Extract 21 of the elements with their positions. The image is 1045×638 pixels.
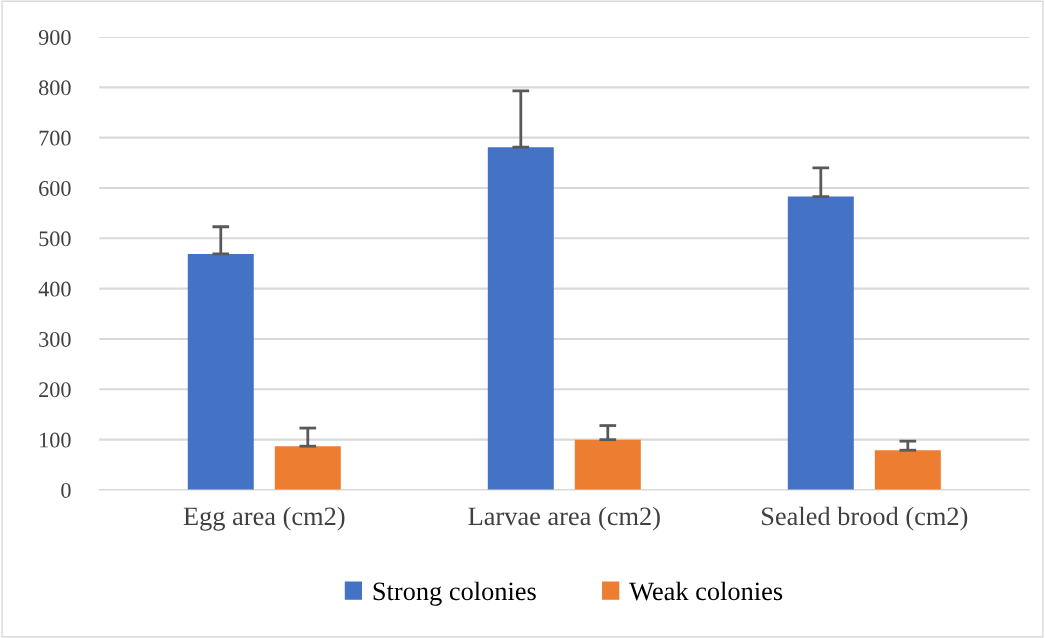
y-tick-label: 500 bbox=[39, 231, 71, 247]
bar bbox=[787, 196, 854, 490]
y-tick-label: 700 bbox=[39, 130, 71, 146]
y-tick-label: 200 bbox=[39, 382, 71, 398]
x-tick-label: Sealed brood (cm2) bbox=[762, 506, 968, 531]
bar bbox=[274, 446, 341, 490]
y-tick-label: 300 bbox=[39, 331, 71, 347]
legend-label: Weak colonies bbox=[629, 581, 783, 601]
bar bbox=[487, 147, 554, 490]
x-tick-label: Egg area (cm2) bbox=[183, 506, 345, 531]
y-tick-label: 100 bbox=[40, 432, 71, 448]
bar bbox=[874, 450, 941, 490]
x-tick-label: Larvae area (cm2) bbox=[468, 506, 660, 531]
bar bbox=[187, 253, 254, 490]
y-tick-label: 900 bbox=[38, 29, 71, 45]
legend-label: Strong colonies bbox=[373, 581, 536, 606]
y-tick-label: 600 bbox=[39, 180, 71, 196]
bar bbox=[574, 439, 641, 490]
y-tick-label: 400 bbox=[38, 281, 71, 297]
y-tick-label: 0 bbox=[61, 482, 71, 498]
y-tick-label: 800 bbox=[39, 80, 71, 96]
